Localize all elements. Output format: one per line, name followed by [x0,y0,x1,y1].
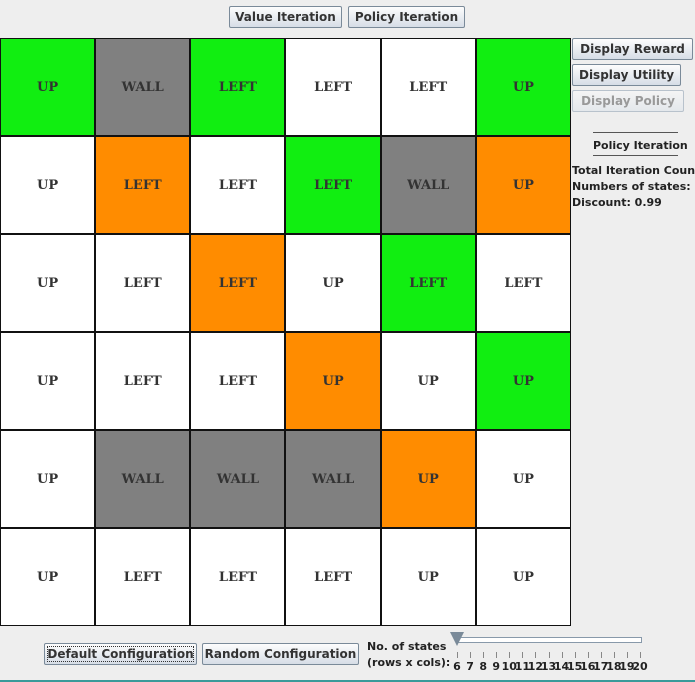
slider-tick-label: 18 [606,660,622,673]
slider-tick [457,652,458,658]
bottom-button[interactable]: Random Configuration [202,643,359,665]
grid-cell: LEFT [191,235,285,331]
grid-cell: LEFT [191,529,285,625]
grid-cell: LEFT [381,235,475,331]
grid-cell: UP [476,431,570,527]
side-button: Display Policy [572,90,684,112]
slider-tick-label: 10 [501,660,517,673]
slider-tick-label: 17 [593,660,609,673]
slider-tick [640,652,641,658]
slider-tick-label: 9 [492,660,501,673]
grid-cell: UP [1,137,95,233]
bottom-edge [0,680,695,682]
grid-cell: LEFT [286,529,380,625]
grid-cell: LEFT [191,137,285,233]
slider-tick-label: 20 [632,660,648,673]
grid-cell: LEFT [96,137,190,233]
slider-tick [600,652,602,658]
grid-cell: LEFT [96,333,190,429]
grid-cell: LEFT [96,235,190,331]
grid-cell: LEFT [191,333,285,429]
info-line: Total Iteration Count: 5 [572,164,695,177]
grid-cell: UP [1,235,95,331]
grid-cell: UP [476,137,570,233]
slider-thumb[interactable] [450,632,464,646]
slider-tick [561,652,563,658]
grid-cell: UP [286,333,380,429]
slider-tick-label: 19 [619,660,635,673]
slider-tick-label: 13 [540,660,557,673]
grid-cell: WALL [96,431,190,527]
slider-tick [509,652,511,658]
grid-cell: UP [476,333,570,429]
slider-label: (rows x cols): [367,656,451,669]
grid-cell: WALL [286,431,380,527]
slider-tick [587,652,589,658]
grid-cell: LEFT [286,137,380,233]
top-button[interactable]: Policy Iteration [348,6,465,28]
slider-tick [522,652,524,658]
slider-tick [548,652,550,658]
info-line: Discount: 0.99 [572,196,662,209]
grid-cell: UP [476,39,570,135]
grid-cell: UP [1,39,95,135]
slider-tick [470,652,472,658]
slider-tick-label: 16 [580,660,596,673]
grid-cell: WALL [381,137,475,233]
policy-grid: UP WALL LEFT LEFT LEFT UP UP LEFT LEFT LEFT WALL UP… [0,38,571,626]
side-button[interactable]: Display Utility [572,64,681,86]
bottom-button[interactable]: Default Configuration [44,643,197,665]
slider-label: No. of states [367,640,447,653]
grid-cell: UP [1,431,95,527]
grid-cell: LEFT [191,39,285,135]
grid-cell: WALL [96,39,190,135]
separator [593,132,678,133]
slider-tick [574,652,576,658]
slider-tick [535,652,537,658]
grid-cell: UP [381,333,475,429]
grid-cell: UP [476,529,570,625]
grid-cell: WALL [191,431,285,527]
slider-tick [496,652,498,658]
slider-track[interactable] [457,637,642,643]
slider-tick-label: 8 [479,660,487,673]
slider-tick [483,652,485,658]
slider-tick [613,652,615,658]
slider-tick-label: 6 [453,660,461,673]
grid-cell: UP [1,333,95,429]
slider-tick-label: 11 [514,660,530,673]
top-button[interactable]: Value Iteration [229,6,342,28]
grid-cell: LEFT [381,39,475,135]
grid-cell: UP [1,529,95,625]
slider-tick-label: 7 [466,660,474,673]
slider-tick-label: 14 [553,660,570,673]
slider-tick-label: 12 [527,660,544,673]
slider-tick-label: 15 [566,660,583,673]
info-line: Numbers of states: 31 [572,180,695,193]
grid-cell: UP [381,529,475,625]
grid-cell: UP [286,235,380,331]
grid-cell: LEFT [96,529,190,625]
side-button[interactable]: Display Reward [572,38,693,60]
info-title: Policy Iteration [593,139,688,156]
grid-cell: LEFT [476,235,570,331]
grid-cell: LEFT [286,39,380,135]
slider-tick [626,652,628,658]
grid-cell: UP [381,431,475,527]
